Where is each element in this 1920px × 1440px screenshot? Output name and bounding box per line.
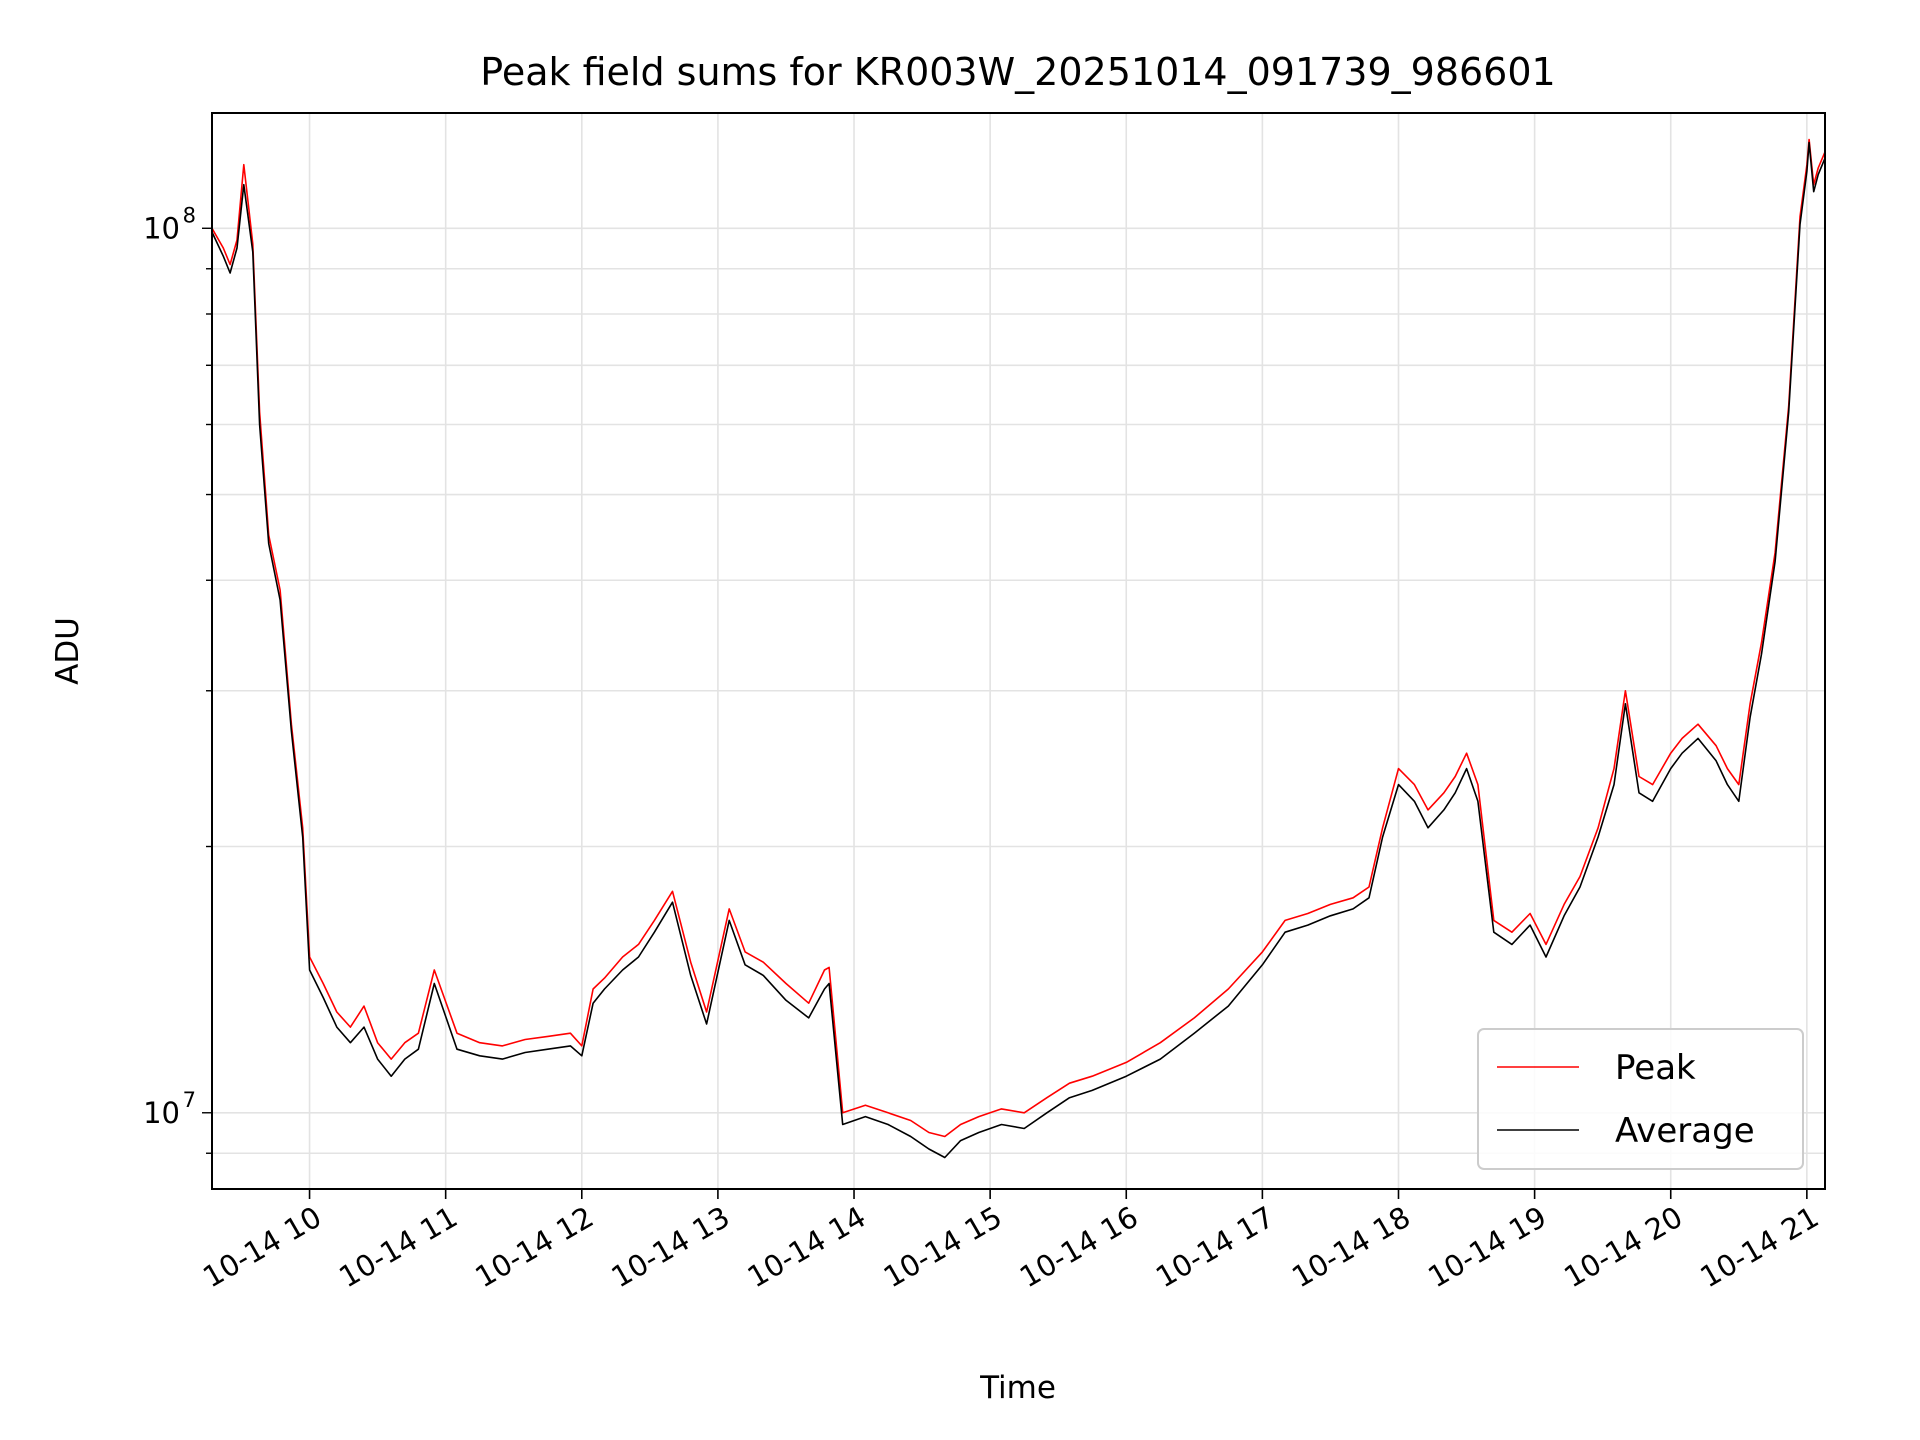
series-layer [211,138,1826,1159]
legend-box [1477,1028,1804,1170]
series-line-peak [211,138,1826,1138]
y-axis-title: ADU [50,617,86,685]
x-axis-title: Time [979,1370,1056,1406]
legend-label-peak: Peak [1615,1048,1696,1088]
y-tick-base: 10 [143,211,180,245]
chart-title: Peak field sums for KR003W_20251014_0917… [480,50,1555,94]
y-tick-label: 10 [143,1096,180,1130]
plot-frame [211,112,1826,1190]
y-tick-exponent: 7 [183,1088,196,1112]
y-tick-base: 10 [143,1096,180,1130]
series-line-average [211,141,1826,1159]
legend: Peak Average [1477,1028,1804,1170]
y-tick-exponent: 8 [183,203,196,227]
y-tick-label: 10 [143,211,180,245]
grid [212,113,1825,1189]
legend-label-average: Average [1615,1111,1755,1151]
